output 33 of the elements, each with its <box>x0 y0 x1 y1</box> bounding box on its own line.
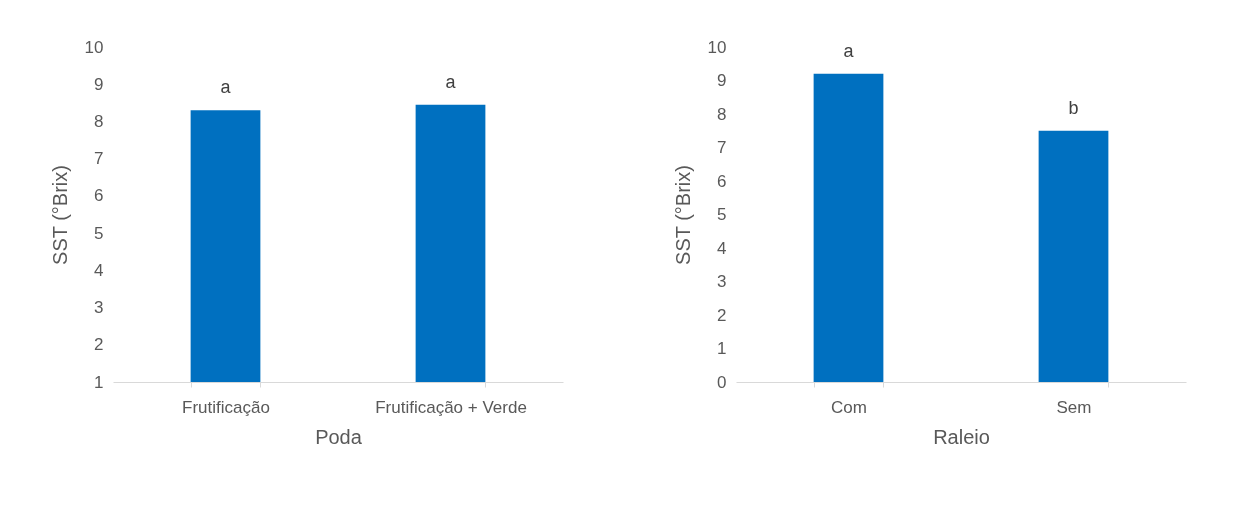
y-tick-label: 1 <box>717 339 727 358</box>
y-axis-title: SST (°Brix) <box>671 165 694 265</box>
annotation: b <box>1068 97 1079 118</box>
y-tick-label: 4 <box>717 238 727 258</box>
y-tick-label: 3 <box>717 272 727 291</box>
x-tick-label: Frutificação + Verde <box>375 397 527 417</box>
annotation: a <box>220 77 232 98</box>
y-tick-label: 3 <box>94 298 104 318</box>
y-tick-label: 9 <box>94 74 104 94</box>
y-tick-label: 7 <box>94 149 104 169</box>
y-tick-label: 2 <box>94 335 104 355</box>
y-tick-label: 10 <box>84 37 104 57</box>
y-tick-label: 8 <box>717 104 727 124</box>
annotation: a <box>445 71 457 92</box>
x-tick-label: Frutificação <box>182 397 270 417</box>
y-tick-label: 4 <box>94 260 104 280</box>
y-tick-label: 10 <box>707 37 727 57</box>
y-tick-label: 1 <box>94 372 104 392</box>
x-tick-label: Com <box>831 397 867 417</box>
x-axis-title: Raleio <box>933 425 990 448</box>
y-tick-label: 0 <box>717 372 727 392</box>
x-tick-label: Sem <box>1056 397 1092 417</box>
y-tick-label: 5 <box>717 205 727 224</box>
y-tick-label: 7 <box>717 138 727 157</box>
annotation: a <box>843 40 855 61</box>
y-tick-label: 2 <box>717 305 727 325</box>
y-tick-label: 5 <box>94 223 104 243</box>
y-tick-label: 9 <box>717 71 727 90</box>
y-tick-label: 6 <box>717 171 727 191</box>
y-axis-title: SST (°Brix) <box>48 165 71 265</box>
y-tick-label: 6 <box>94 186 104 206</box>
y-tick-label: 8 <box>94 111 104 131</box>
x-axis-title: Poda <box>315 425 363 448</box>
